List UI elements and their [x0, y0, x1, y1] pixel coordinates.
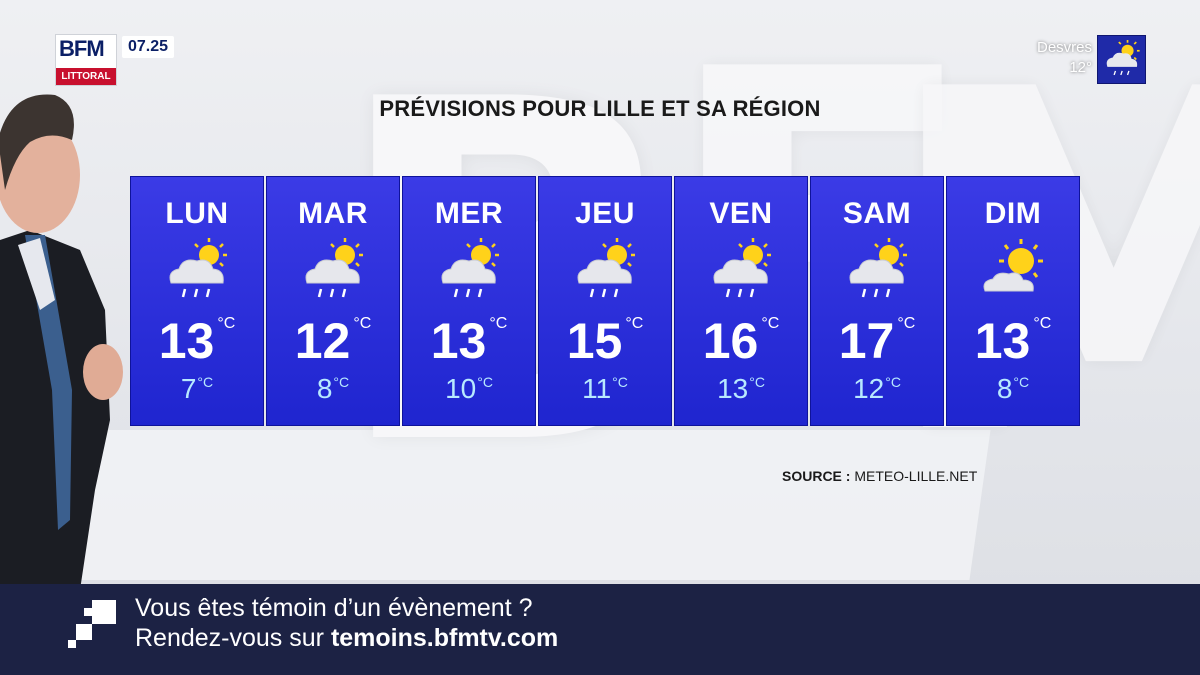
sun-cloud-rain-icon [713, 238, 771, 298]
max-temperature: 17 °C [811, 313, 943, 369]
max-temperature: 15 °C [539, 313, 671, 369]
forecast-day: MAR [298, 197, 368, 230]
sun-cloud-rain-icon [169, 238, 227, 298]
temperature-unit: °C [197, 374, 214, 390]
min-temperature: 8°C [947, 373, 1079, 405]
max-temperature-value: 13 [974, 313, 1031, 369]
max-temperature: 16 °C [675, 313, 807, 369]
forecast-day: JEU [575, 197, 635, 230]
temperature-unit: °C [612, 374, 628, 390]
local-weather: Desvres 12° [1037, 38, 1092, 78]
min-temperature: 8°C [267, 373, 399, 405]
channel-logo: BFM LITTORAL [55, 34, 117, 86]
clock-time: 07.25 [122, 36, 175, 58]
sun-cloud-rain-icon [577, 238, 635, 298]
max-temperature-value: 15 [566, 313, 623, 369]
bottom-ticker [0, 584, 1200, 675]
ticker-line-2-prefix: Rendez-vous sur [135, 624, 324, 652]
local-weather-temperature: 12° [1069, 59, 1092, 76]
forecast-card: SAM 17 °C 12°C [810, 176, 944, 426]
sun-cloud-rain-icon [1106, 40, 1140, 76]
min-temperature-value: 10 [445, 373, 477, 404]
temperature-unit: °C [885, 374, 901, 390]
min-temperature: 12°C [811, 373, 943, 405]
max-temperature-value: 17 [838, 313, 895, 369]
temperature-unit: °C [761, 315, 780, 332]
forecast-cards: LUN 13 °C 7°C MAR 12 °C [130, 176, 1082, 426]
forecast-day: LUN [165, 197, 229, 230]
forecast-day: SAM [842, 197, 912, 230]
forecast-day: MER [434, 197, 504, 230]
source-value: METEO-LILLE.NET [854, 468, 978, 484]
min-temperature-value: 13 [717, 373, 749, 404]
min-temperature: 11°C [539, 373, 671, 405]
ticker-line-2: Rendez-vous sur temoins.bfmtv.com [135, 624, 558, 653]
sun-cloud-rain-icon [305, 238, 363, 298]
forecast-title: PRÉVISIONS POUR LILLE ET SA RÉGION [379, 96, 821, 121]
min-temperature-value: 12 [853, 373, 885, 404]
min-temperature-value: 7 [180, 373, 197, 404]
sun-cloud-icon [983, 239, 1043, 292]
temperature-unit: °C [1033, 315, 1052, 332]
max-temperature-value: 13 [158, 313, 215, 369]
temperature-unit: °C [625, 315, 644, 332]
forecast-card: VEN 16 °C 13°C [674, 176, 808, 426]
temperature-unit: °C [749, 374, 765, 390]
temperature-unit: °C [353, 315, 372, 332]
min-temperature-value: 8 [996, 373, 1013, 404]
min-temperature-value: 8 [316, 373, 333, 404]
ticker-website-link[interactable]: temoins.bfmtv.com [330, 624, 559, 652]
presenter-image [0, 94, 123, 590]
max-temperature: 13 °C [947, 313, 1079, 369]
temperature-unit: °C [217, 315, 236, 332]
min-temperature: 13°C [675, 373, 807, 405]
forecast-card: JEU 15 °C 11°C [538, 176, 672, 426]
source-credit: SOURCE : METEO-LILLE.NET [782, 468, 977, 484]
max-temperature-value: 16 [702, 313, 759, 369]
max-temperature-value: 13 [430, 313, 487, 369]
temperature-unit: °C [477, 374, 493, 390]
max-temperature: 12 °C [267, 313, 399, 369]
temoins-logo-icon [68, 600, 116, 648]
max-temperature: 13 °C [131, 313, 263, 369]
local-weather-city: Desvres [1036, 39, 1092, 56]
channel-logo-text: BFM [59, 36, 105, 61]
temperature-unit: °C [489, 315, 508, 332]
forecast-card: DIM 13 °C 8°C [946, 176, 1080, 426]
source-label: SOURCE : [782, 468, 851, 484]
sun-cloud-rain-icon [849, 238, 907, 298]
max-temperature-value: 12 [294, 313, 351, 369]
temperature-unit: °C [333, 374, 350, 390]
forecast-card: LUN 13 °C 7°C [130, 176, 264, 426]
temperature-unit: °C [1013, 374, 1030, 390]
forecast-day: DIM [984, 197, 1042, 230]
min-temperature: 10°C [403, 373, 535, 405]
min-temperature: 7°C [131, 373, 263, 405]
forecast-card: MAR 12 °C 8°C [266, 176, 400, 426]
local-weather-icon-box [1097, 35, 1146, 84]
ticker-line-1: Vous êtes témoin d’un évènement ? [135, 594, 533, 622]
max-temperature: 13 °C [403, 313, 535, 369]
forecast-card: MER 13 °C 10°C [402, 176, 536, 426]
forecast-day: VEN [709, 197, 773, 230]
temperature-unit: °C [897, 315, 916, 332]
sun-cloud-rain-icon [441, 238, 499, 298]
min-temperature-value: 11 [582, 373, 612, 404]
channel-logo-subtitle: LITTORAL [56, 68, 116, 85]
